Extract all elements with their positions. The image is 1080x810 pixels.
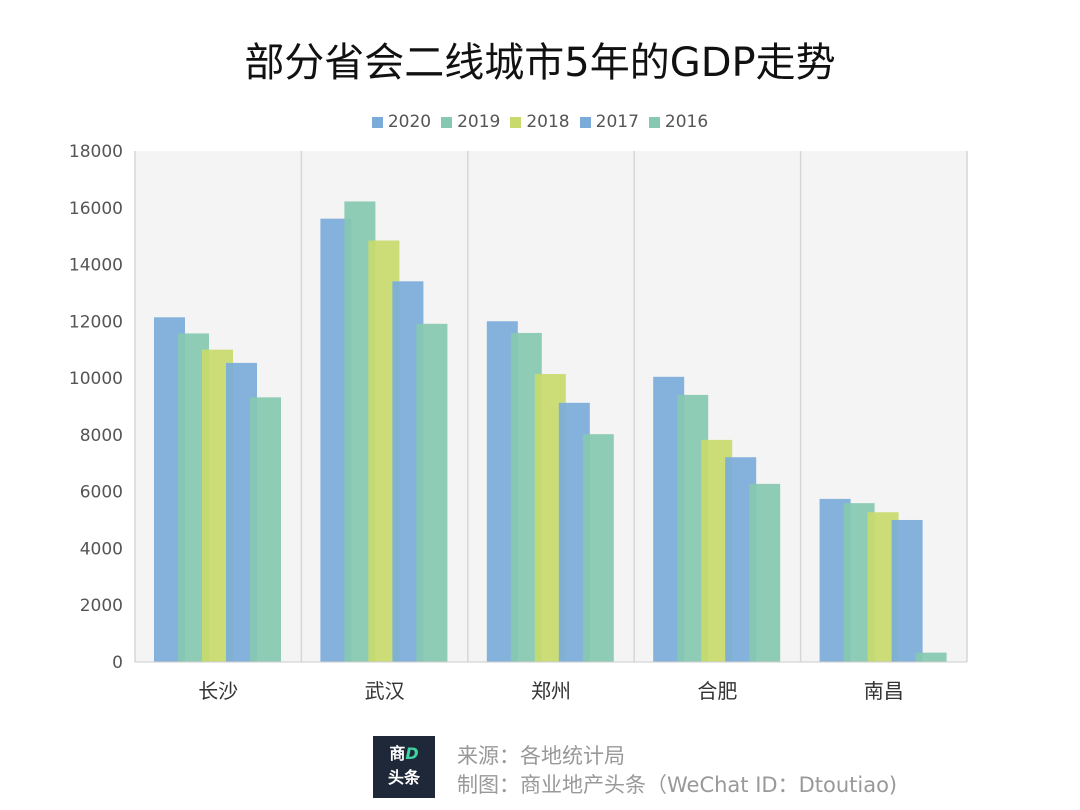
legend-swatch xyxy=(579,117,591,128)
bar-2016 xyxy=(582,434,614,662)
y-tick-label: 2000 xyxy=(80,596,123,616)
source-text: 来源：各地统计局 xyxy=(457,744,625,768)
chart-title: 部分省会二线城市5年的GDP走势 xyxy=(244,40,836,86)
y-tick-label: 4000 xyxy=(80,539,123,559)
x-tick-label: 合肥 xyxy=(697,679,737,703)
legend-label: 2016 xyxy=(664,112,709,132)
y-tick-label: 14000 xyxy=(69,256,123,276)
legend-item: 2016 xyxy=(648,112,709,132)
y-tick-label: 6000 xyxy=(80,483,123,503)
y-tick-label: 10000 xyxy=(69,369,123,389)
y-tick-label: 0 xyxy=(112,653,123,673)
x-tick-label: 武汉 xyxy=(365,679,405,703)
legend-swatch xyxy=(648,117,660,128)
legend-label: 2020 xyxy=(387,112,432,132)
legend-label: 2017 xyxy=(595,112,639,132)
bar-2017 xyxy=(891,519,923,662)
x-tick-label: 长沙 xyxy=(198,679,238,703)
legend-label: 2019 xyxy=(457,112,501,132)
legend: 2020 2019 2018 2017 2016 xyxy=(0,112,1080,132)
bar-2016 xyxy=(749,483,781,662)
legend-item: 2020 xyxy=(371,112,432,132)
credit-text: 制图：商业地产头条（WeChat ID：Dtoutiao) xyxy=(457,773,898,797)
legend-swatch xyxy=(371,117,383,128)
bar-chart: 0 2000 4000 6000 8000 10000 12000 14000 16000 180… xyxy=(69,142,968,703)
y-tick-label: 16000 xyxy=(69,199,123,219)
legend-swatch xyxy=(441,117,453,128)
bar-2016 xyxy=(416,323,448,662)
legend-item: 2018 xyxy=(510,112,570,132)
legend-item: 2017 xyxy=(579,112,639,132)
y-tick-label: 12000 xyxy=(69,312,123,332)
bar-2016 xyxy=(915,652,947,662)
legend-item: 2019 xyxy=(441,112,500,132)
y-tick-label: 8000 xyxy=(80,426,123,446)
x-tick-label: 南昌 xyxy=(864,679,904,703)
brand-logo: 商D 头条 xyxy=(373,736,435,798)
legend-swatch xyxy=(510,117,522,128)
legend-label: 2018 xyxy=(526,112,570,132)
bar-2016 xyxy=(250,397,281,662)
y-tick-label: 18000 xyxy=(69,142,123,162)
x-tick-label: 郑州 xyxy=(531,679,571,703)
